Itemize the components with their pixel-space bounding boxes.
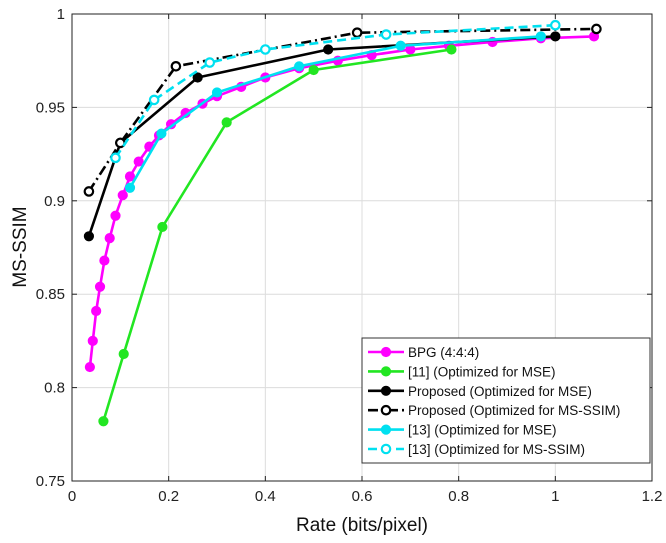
data-point [94,281,106,292]
legend-entry-label: BPG (4:4:4) [408,345,479,360]
x-tick-label: 1 [551,488,559,505]
data-point [99,255,110,266]
x-tick-label: 0.2 [158,488,179,505]
data-point [124,182,136,193]
data-point [148,94,160,106]
axis-ticks: 0 0.2 0.4 0.6 0.8 1 1.2 0.75 0.8 0.85 0.9 0.95 1 [36,6,663,505]
legend-marker [380,346,392,358]
data-point [157,221,168,233]
x-axis-label: Rate (bits/pixel) [296,515,428,536]
data-point [83,231,95,242]
legend-marker [380,404,392,416]
data-point [395,40,406,51]
data-point [204,57,216,68]
data-point [308,64,319,76]
legend-entry-label: [13] (Optimized for MS-SSIM) [408,442,585,457]
data-point [294,61,305,72]
x-tick-label: 0.4 [255,488,276,505]
y-tick-label: 1 [57,6,65,23]
legend-entry-label: Proposed (Optimized for MS-SSIM) [408,403,620,418]
data-point [124,171,136,182]
x-tick-label: 1.2 [642,488,663,505]
x-tick-label: 0 [68,488,76,505]
data-point [170,61,182,72]
legend: BPG (4:4:4) [11] (Optimized for MSE) Propo… [361,337,651,464]
data-point [110,152,121,164]
data-point [118,348,129,360]
data-point [550,19,561,31]
series-5 [124,31,546,193]
series-6 [110,19,561,164]
series-line [128,35,541,189]
series-2 [98,44,457,427]
series-line [114,23,556,159]
legend-marker [380,424,392,435]
legend-marker [380,443,392,455]
data-point [84,361,95,373]
legend-entry-label: [11] (Optimized for MSE) [408,364,556,379]
y-axis-label: MS-SSIM [10,206,31,287]
data-point [351,27,363,38]
data-point [221,117,232,128]
series-layer [83,19,602,427]
data-point [91,305,102,317]
data-point [87,335,98,346]
x-tick-label: 0.6 [352,488,373,505]
data-point [446,44,457,55]
legend-box [361,337,651,464]
data-point [156,128,167,139]
y-tick-label: 0.75 [36,473,65,490]
x-tick-label: 0.8 [448,488,469,505]
data-point [260,44,271,55]
y-tick-label: 0.8 [44,380,65,397]
y-tick-label: 0.95 [36,99,65,116]
data-point [211,87,223,98]
series-line [102,48,452,422]
data-point [550,31,561,42]
data-point [535,31,546,42]
y-tick-label: 0.85 [36,286,65,303]
data-point [117,190,128,201]
y-tick-label: 0.9 [44,193,65,210]
data-point [192,72,203,83]
data-point [98,416,109,427]
data-point [380,29,392,40]
data-point [83,186,95,197]
data-point [323,44,334,55]
legend-entry-label: Proposed (Optimized for MSE) [408,384,592,399]
data-point [110,210,121,221]
data-point [133,156,144,167]
legend-entry-label: [13] (Optimized for MSE) [408,423,557,438]
legend-marker [380,366,392,377]
legend-marker [380,385,392,396]
data-point [104,233,115,244]
data-point [591,23,602,35]
